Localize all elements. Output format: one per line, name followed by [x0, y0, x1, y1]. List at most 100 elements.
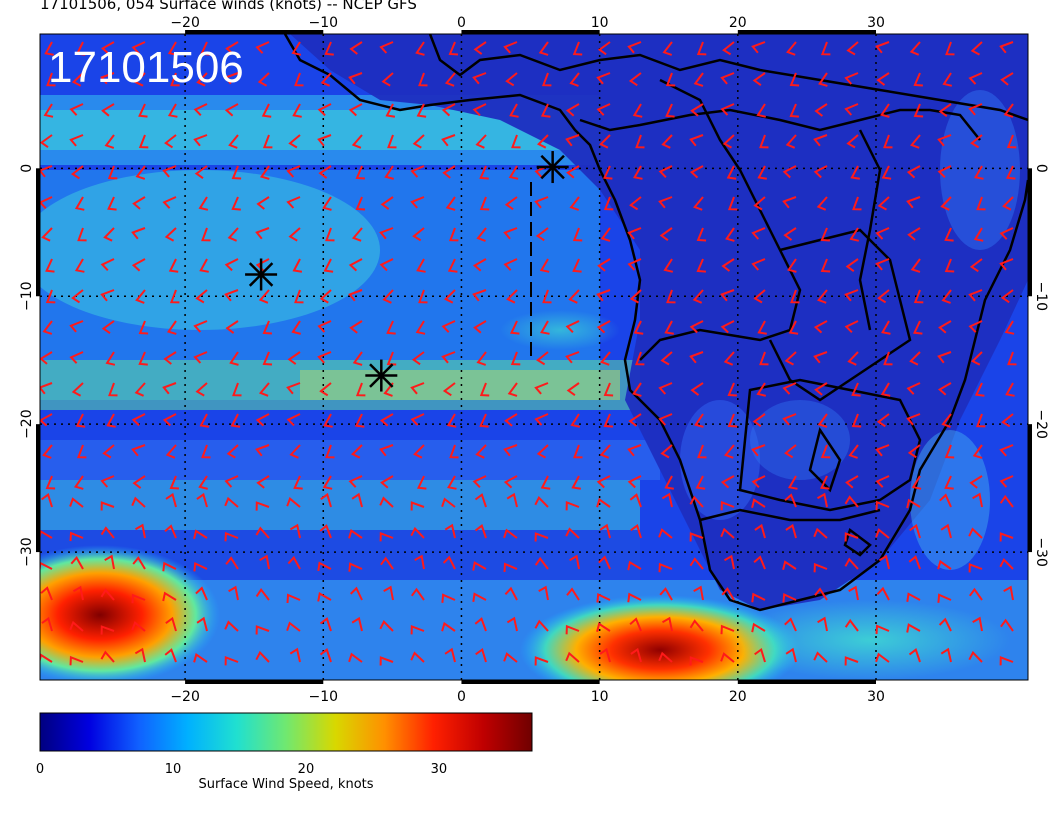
- wind-barb-243: [627, 258, 642, 271]
- wind-barb-632: [784, 617, 797, 632]
- wind-barb-40: [294, 72, 304, 87]
- wind-barb-532: [658, 528, 673, 539]
- wind-barb-614: [224, 620, 239, 632]
- wind-barb-238: [472, 258, 487, 272]
- wind-barb-170: [355, 196, 366, 211]
- wind-barb-500: [661, 492, 673, 508]
- wind-barb-87: [756, 103, 767, 118]
- wind-barb-625: [565, 624, 580, 635]
- wind-barb-196: [164, 227, 177, 242]
- wind-barb-116: [661, 134, 673, 149]
- wind-barb-115: [635, 134, 645, 149]
- wind-barb-410: [851, 413, 862, 428]
- wind-barb-619: [379, 620, 394, 632]
- wind-barb-203: [379, 227, 394, 240]
- wind-barb-501: [689, 495, 704, 508]
- wind-barb-592: [538, 585, 549, 601]
- wind-barb-322: [105, 351, 116, 366]
- wind-barb-256: [45, 289, 56, 304]
- wind-barb-333: [441, 351, 456, 364]
- wind-barb-593: [566, 587, 580, 601]
- wind-barb-554: [348, 562, 363, 572]
- wind-barb-234: [348, 258, 363, 272]
- wind-barb-360: [286, 382, 301, 395]
- wind-barb-182: [727, 196, 738, 211]
- wind-barb-430: [475, 444, 487, 459]
- wind-barb-33: [71, 72, 84, 87]
- wind-barb-268: [418, 289, 428, 304]
- wind-barb-275: [629, 289, 642, 304]
- wind-barb-69: [193, 103, 208, 116]
- wind-barb-380: [906, 382, 921, 395]
- wind-barb-118: [722, 134, 735, 149]
- wind-barb-334: [476, 351, 487, 366]
- wind-barb-297: [317, 320, 332, 333]
- wind-barb-484: [165, 492, 177, 508]
- wind-barb-402: [603, 413, 613, 428]
- wind-barb-267: [382, 289, 394, 304]
- frame-bar-top-5: [737, 30, 876, 34]
- wind-barb-212: [659, 227, 673, 242]
- wind-barb-283: [877, 289, 890, 304]
- wind-barb-658: [599, 647, 611, 663]
- wind-barb-291: [138, 320, 149, 335]
- wind-barb-3: [131, 41, 146, 54]
- wind-barb-510: [972, 492, 983, 508]
- wind-barb-435: [627, 444, 642, 457]
- wind-barb-391: [255, 413, 270, 427]
- wind-barb-56: [789, 72, 800, 87]
- wind-barb-465: [571, 475, 581, 490]
- wind-barb-31: [999, 41, 1014, 54]
- wind-barb-389: [199, 413, 210, 428]
- wind-barb-105: [317, 134, 332, 147]
- wind-barb-536: [785, 523, 797, 539]
- wind-barb-123: [883, 134, 893, 149]
- wind-barb-308: [664, 320, 674, 335]
- wind-barb-208: [535, 227, 549, 242]
- wind-barb-598: [721, 587, 735, 601]
- wind-barb-195: [131, 227, 146, 240]
- wind-barb-377: [814, 382, 828, 396]
- wind-barb-375: [756, 382, 767, 397]
- wind-barb-417: [76, 444, 87, 459]
- wind-barb-418: [102, 444, 115, 459]
- wind-barb-304: [540, 320, 550, 335]
- wind-barb-254: [969, 258, 983, 273]
- wind-barb-78: [472, 103, 487, 117]
- wind-barb-264: [294, 289, 304, 304]
- wind-barb-591: [504, 586, 518, 601]
- wind-barb-265: [319, 289, 332, 304]
- wind-barb-236: [416, 258, 426, 273]
- wind-barb-55: [752, 72, 766, 87]
- wind-barb-480: [41, 492, 53, 508]
- wind-barb-288: [42, 320, 53, 335]
- wind-barb-330: [352, 351, 363, 366]
- wind-barb-296: [291, 320, 301, 335]
- wind-barb-583: [255, 587, 270, 601]
- wind-barb-481: [69, 497, 84, 508]
- wind-barb-440: [784, 444, 797, 459]
- wind-barb-125: [937, 134, 952, 147]
- wind-barb-135: [259, 165, 270, 180]
- wind-barb-551: [259, 554, 270, 570]
- wind-barb-573: [937, 559, 952, 570]
- wind-barb-434: [599, 444, 611, 459]
- wind-barb-148: [658, 165, 673, 179]
- wind-barb-247: [751, 258, 766, 271]
- wind-barb-219: [875, 227, 890, 240]
- wind-barb-45: [444, 72, 456, 87]
- wind-barb-466: [596, 475, 611, 489]
- frame-bar-right-3: [1028, 424, 1032, 553]
- wind-barb-221: [944, 227, 954, 242]
- wind-barb-22: [722, 41, 735, 56]
- wind-barb-178: [603, 196, 614, 211]
- wind-barb-669: [940, 647, 952, 663]
- wind-barb-119: [759, 134, 769, 149]
- wind-barb-347: [883, 351, 893, 366]
- wind-barb-400: [534, 413, 549, 426]
- lon-tick-top-3: 10: [591, 15, 609, 31]
- wind-barb-639: [1000, 618, 1014, 632]
- lat-tick-left-1: −10: [19, 281, 35, 311]
- wind-barb-497: [565, 500, 580, 511]
- wind-barb-470: [720, 475, 735, 489]
